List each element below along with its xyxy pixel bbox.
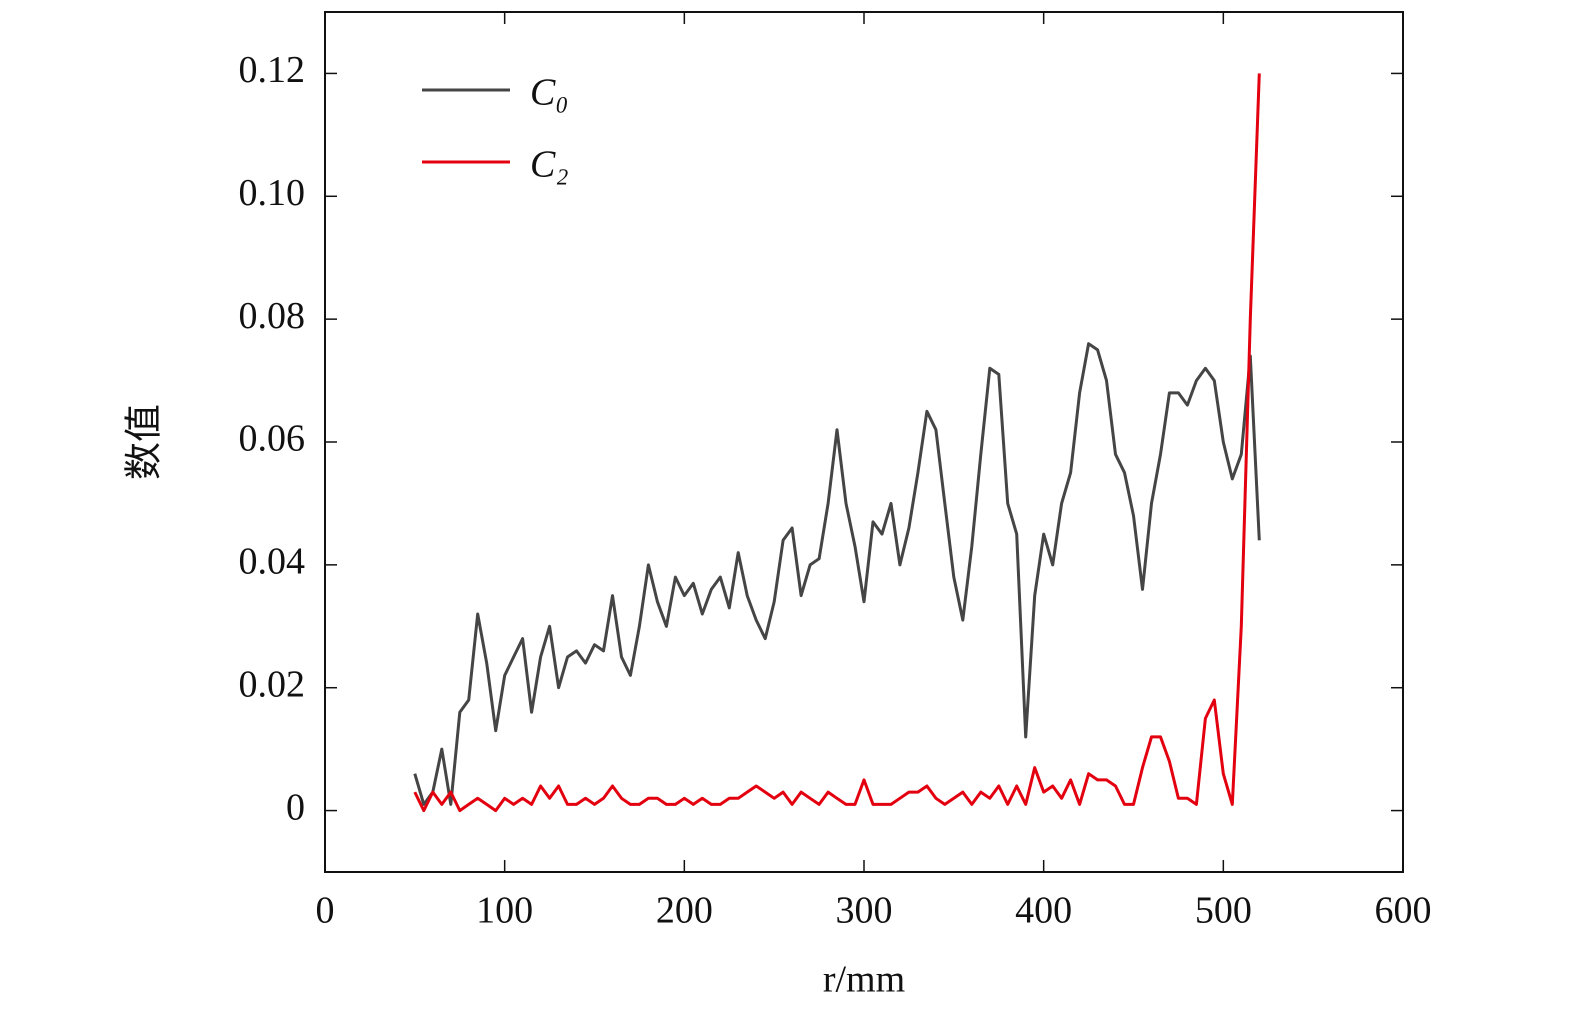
y-tick-label: 0.04 [239, 541, 306, 583]
series-line [413, 73, 1261, 813]
x-tick-label: 600 [1375, 890, 1432, 932]
y-tick-label: 0.06 [239, 418, 306, 460]
x-axis-label: r/mm [823, 959, 905, 1001]
y-axis-label: 数值 [124, 404, 166, 480]
x-tick-label: 100 [476, 890, 533, 932]
x-tick-label: 0 [316, 890, 335, 932]
x-tick-label: 200 [656, 890, 713, 932]
y-tick-label: 0.02 [239, 663, 306, 705]
legend-label: C₀ [530, 72, 569, 114]
y-tick-label: 0.12 [239, 49, 306, 91]
x-tick-label: 400 [1015, 890, 1072, 932]
x-tick-label: 300 [836, 890, 893, 932]
legend-label: C₂ [530, 144, 569, 186]
y-tick-label: 0 [286, 786, 305, 828]
y-tick-label: 0.08 [239, 295, 306, 337]
y-tick-label: 0.10 [239, 172, 306, 214]
series-line [413, 342, 1261, 806]
x-tick-label: 500 [1195, 890, 1252, 932]
